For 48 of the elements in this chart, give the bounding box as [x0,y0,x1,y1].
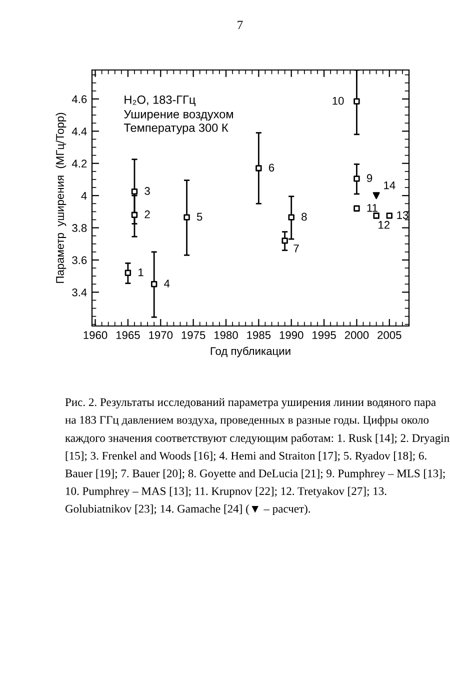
y-tick-label: 4 [81,192,87,200]
point [386,212,392,219]
annotation: 10 [332,96,344,105]
y-tick-label: 3.4 [72,288,87,296]
x-tick-label: 1995 [312,331,336,340]
annotation: 8 [302,212,307,221]
x-tick-label: 1975 [182,331,206,340]
annotation: 4 [164,280,170,288]
text: Рис. 2. Результаты исследований параметра уширения линии водяного пара на 183 ГГц давлением воздуха, проведенных в разные годы. Цифры около каждого значения соответствуют следующим работам: 1. Rusk [14]; 2. Dryagin [15]; 3. Frenkel and Woods [16]; 4. Hemi and Straiton [17]; 5. Ryadov [18]; 6. Bauer [19]; 7. Bauer [20]; 8. Goyette and DeLucia [21]; 9. Pumphrey – MLS [13]; 10. Pumphrey – MAS [13]; 11. Krupnov [22]; 12. Tretyakov [27]; 13. Golubiatnikov [23]; 14. Gamache [24] (▼ – расчет). [65,398,450,516]
point [354,98,360,104]
annotation: 6 [268,164,274,172]
point [124,270,132,276]
point [354,176,360,182]
point [256,165,262,172]
y-tick-label: 3.6 [72,256,87,264]
point [131,212,138,218]
x-tick-label: 1965 [116,331,140,340]
y-tick-label: 3.8 [72,224,87,232]
annotation: 2 [144,210,150,218]
y-tick-label: 4.4 [72,128,87,136]
point [372,192,380,200]
x-tick-label: 2005 [378,331,402,340]
annotation: 3 [144,187,150,195]
x-tick-label: 1990 [280,331,304,340]
annotation: 11 [367,204,378,212]
point [150,281,158,288]
point [288,214,294,220]
x-tick-label: 1960 [84,331,108,340]
annotation: 12 [378,220,390,229]
y-axis-title: Параметр уширения (МГц/Торр) [56,112,66,283]
point [184,214,190,220]
text: 7 [238,20,243,30]
x-tick-label: 1980 [214,331,238,340]
annotation: 5 [196,212,202,221]
y-tick-label: 4.2 [72,160,87,168]
annotation: 1 [138,268,144,276]
annotation: 9 [366,174,372,182]
x-axis-title: Год публикации [210,346,290,358]
annotation: 13 [397,211,408,220]
annotation: 14 [384,181,396,190]
annotation: 7 [294,244,299,252]
text: Уширение воздухом Температура 300 К [124,110,233,134]
x-tick-label: 1985 [247,331,271,340]
x-tick-label: 1970 [149,331,173,340]
y-tick-label: 4.6 [72,95,87,104]
point [282,238,288,244]
x-tick-label: 2000 [344,331,369,340]
text: H₂O, 183-ГГц [124,96,196,106]
